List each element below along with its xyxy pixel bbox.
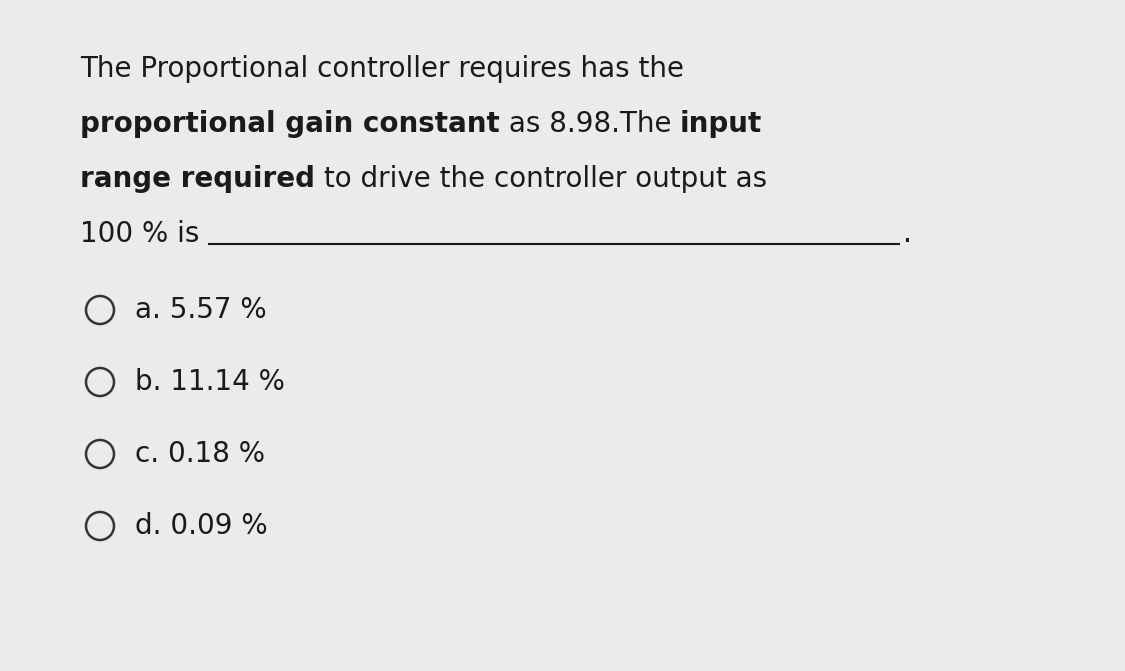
Text: 100 % is: 100 % is	[80, 220, 199, 248]
Text: a. 5.57 %: a. 5.57 %	[135, 296, 267, 324]
Text: to drive the controller output as: to drive the controller output as	[315, 165, 767, 193]
Text: as 8.98.The: as 8.98.The	[500, 110, 681, 138]
Text: proportional gain constant: proportional gain constant	[80, 110, 500, 138]
Text: The Proportional controller requires has the: The Proportional controller requires has…	[80, 55, 684, 83]
Text: c. 0.18 %: c. 0.18 %	[135, 440, 266, 468]
Text: input: input	[681, 110, 763, 138]
Text: d. 0.09 %: d. 0.09 %	[135, 512, 268, 540]
Text: range required: range required	[80, 165, 315, 193]
Text: .: .	[903, 220, 912, 248]
Text: b. 11.14 %: b. 11.14 %	[135, 368, 285, 396]
